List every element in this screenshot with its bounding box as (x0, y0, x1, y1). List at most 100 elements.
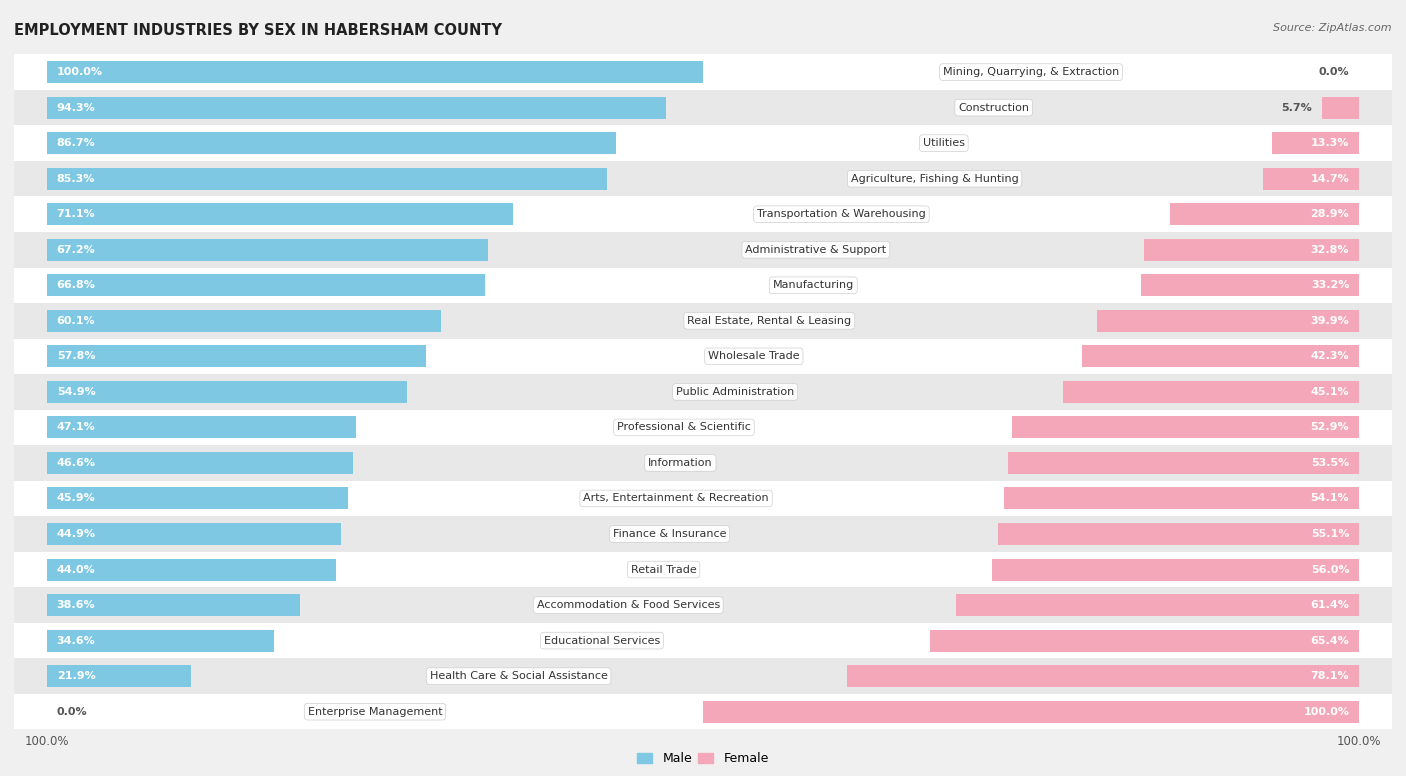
Bar (1144, 239, 1360, 261)
Text: 66.8%: 66.8% (56, 280, 96, 290)
Bar (1004, 487, 1360, 510)
Bar (14, 658, 1392, 694)
Legend: Male, Female: Male, Female (633, 747, 773, 771)
Text: Construction: Construction (957, 102, 1029, 113)
Text: 13.3%: 13.3% (1310, 138, 1350, 148)
Text: Mining, Quarrying, & Extraction: Mining, Quarrying, & Extraction (943, 67, 1119, 77)
Bar (14, 338, 1392, 374)
Text: 57.8%: 57.8% (56, 352, 96, 362)
Bar (998, 523, 1360, 545)
Bar (14, 196, 1392, 232)
Text: 100.0%: 100.0% (1303, 707, 1350, 717)
Bar (1170, 203, 1360, 225)
Text: 14.7%: 14.7% (1310, 174, 1350, 184)
Text: Utilities: Utilities (922, 138, 965, 148)
Text: 45.1%: 45.1% (1310, 387, 1350, 397)
Bar (14, 694, 1392, 729)
Text: 85.3%: 85.3% (56, 174, 96, 184)
Bar (14, 516, 1392, 552)
Text: Retail Trade: Retail Trade (631, 565, 696, 574)
Bar (1097, 310, 1360, 332)
Bar (46, 665, 191, 688)
Bar (14, 303, 1392, 338)
Text: Enterprise Management: Enterprise Management (308, 707, 443, 717)
Text: 21.9%: 21.9% (56, 671, 96, 681)
Bar (1263, 168, 1360, 189)
Bar (14, 410, 1392, 445)
Bar (991, 559, 1360, 580)
Text: 94.3%: 94.3% (56, 102, 96, 113)
Text: 54.1%: 54.1% (1310, 494, 1350, 504)
Bar (46, 274, 485, 296)
Text: Finance & Insurance: Finance & Insurance (613, 529, 727, 539)
Bar (46, 559, 336, 580)
Bar (1142, 274, 1360, 296)
Bar (46, 345, 426, 367)
Text: 0.0%: 0.0% (1319, 67, 1350, 77)
Bar (46, 381, 408, 403)
Text: 67.2%: 67.2% (56, 244, 96, 255)
Bar (14, 587, 1392, 623)
Text: 54.9%: 54.9% (56, 387, 96, 397)
Bar (14, 54, 1392, 90)
Text: 45.9%: 45.9% (56, 494, 96, 504)
Text: 38.6%: 38.6% (56, 600, 96, 610)
Text: 55.1%: 55.1% (1310, 529, 1350, 539)
Text: 53.5%: 53.5% (1310, 458, 1350, 468)
Text: 61.4%: 61.4% (1310, 600, 1350, 610)
Bar (14, 374, 1392, 410)
Bar (14, 90, 1392, 126)
Bar (14, 480, 1392, 516)
Bar (46, 452, 353, 474)
Text: 44.0%: 44.0% (56, 565, 96, 574)
Text: Agriculture, Fishing & Hunting: Agriculture, Fishing & Hunting (851, 174, 1018, 184)
Bar (46, 594, 299, 616)
Bar (46, 61, 703, 83)
Text: 5.7%: 5.7% (1281, 102, 1312, 113)
Bar (1063, 381, 1360, 403)
Bar (14, 232, 1392, 268)
Text: 52.9%: 52.9% (1310, 422, 1350, 432)
Text: 65.4%: 65.4% (1310, 636, 1350, 646)
Text: Arts, Entertainment & Recreation: Arts, Entertainment & Recreation (583, 494, 769, 504)
Text: Manufacturing: Manufacturing (773, 280, 853, 290)
Bar (14, 126, 1392, 161)
Text: 60.1%: 60.1% (56, 316, 96, 326)
Bar (46, 417, 356, 438)
Bar (46, 310, 441, 332)
Bar (1012, 417, 1360, 438)
Text: Real Estate, Rental & Leasing: Real Estate, Rental & Leasing (688, 316, 851, 326)
Text: Public Administration: Public Administration (676, 387, 794, 397)
Text: 42.3%: 42.3% (1310, 352, 1350, 362)
Bar (14, 445, 1392, 480)
Bar (846, 665, 1360, 688)
Text: Health Care & Social Assistance: Health Care & Social Assistance (430, 671, 607, 681)
Text: Administrative & Support: Administrative & Support (745, 244, 886, 255)
Text: 78.1%: 78.1% (1310, 671, 1350, 681)
Bar (46, 239, 488, 261)
Bar (46, 96, 665, 119)
Text: EMPLOYMENT INDUSTRIES BY SEX IN HABERSHAM COUNTY: EMPLOYMENT INDUSTRIES BY SEX IN HABERSHA… (14, 23, 502, 38)
Bar (46, 203, 513, 225)
Text: Source: ZipAtlas.com: Source: ZipAtlas.com (1274, 23, 1392, 33)
Text: 34.6%: 34.6% (56, 636, 96, 646)
Text: 100.0%: 100.0% (56, 67, 103, 77)
Bar (1081, 345, 1360, 367)
Text: Accommodation & Food Services: Accommodation & Food Services (537, 600, 720, 610)
Bar (46, 132, 616, 154)
Text: 47.1%: 47.1% (56, 422, 96, 432)
Bar (14, 268, 1392, 303)
Text: Transportation & Warehousing: Transportation & Warehousing (756, 210, 925, 219)
Text: 33.2%: 33.2% (1310, 280, 1350, 290)
Text: 0.0%: 0.0% (56, 707, 87, 717)
Bar (956, 594, 1360, 616)
Text: 32.8%: 32.8% (1310, 244, 1350, 255)
Bar (1272, 132, 1360, 154)
Text: Wholesale Trade: Wholesale Trade (709, 352, 800, 362)
Text: 71.1%: 71.1% (56, 210, 96, 219)
Text: 56.0%: 56.0% (1310, 565, 1350, 574)
Bar (703, 701, 1360, 722)
Text: 86.7%: 86.7% (56, 138, 96, 148)
Text: 39.9%: 39.9% (1310, 316, 1350, 326)
Bar (46, 629, 274, 652)
